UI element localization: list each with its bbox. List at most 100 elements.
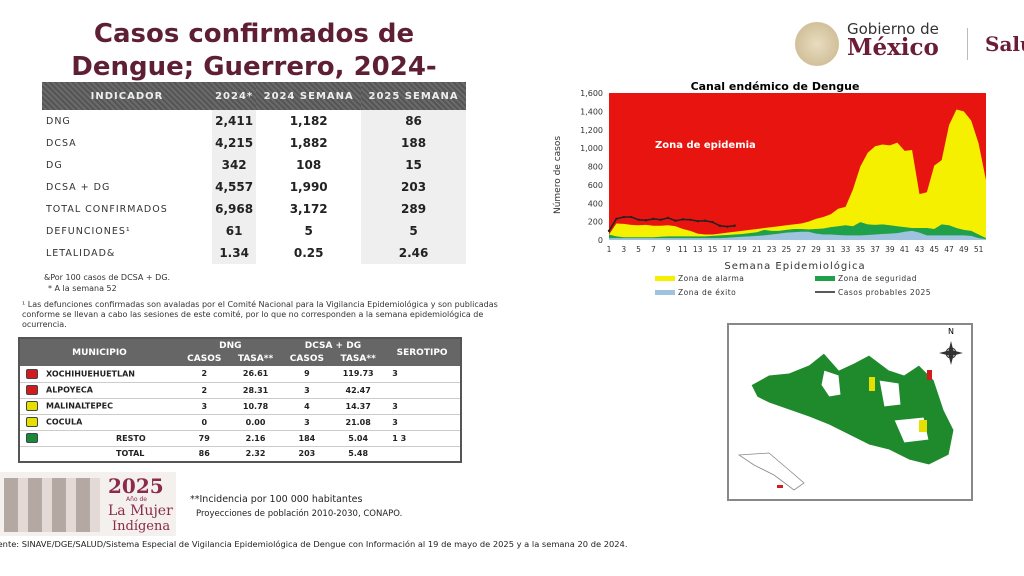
x-tick-label: 33 bbox=[841, 245, 851, 254]
casos-2025-point bbox=[637, 218, 640, 221]
col-2025-semana: 2025 SEMANA bbox=[361, 82, 466, 110]
indicator-value: 289 bbox=[361, 198, 466, 220]
col-dng: DNG bbox=[179, 338, 282, 352]
indicator-value: 4,215 bbox=[212, 132, 257, 154]
inset-guerrero bbox=[777, 485, 783, 488]
incidencia-note: **Incidencia por 100 000 habitantes bbox=[190, 494, 363, 505]
dng-tasa: 26.61 bbox=[229, 366, 282, 383]
casos-2025-point bbox=[689, 218, 692, 221]
y-tick-label: 0 bbox=[598, 236, 603, 245]
y-tick-label: 1,600 bbox=[580, 89, 603, 98]
indicator-value: 4,557 bbox=[212, 176, 257, 198]
dcsa-casos: 184 bbox=[281, 430, 333, 447]
municipio-row: COCULA 0 0.00 3 21.08 3 bbox=[19, 414, 461, 431]
col-serotipo: SEROTIPO bbox=[384, 338, 461, 366]
x-tick-label: 49 bbox=[959, 245, 969, 254]
casos-2025-line bbox=[608, 216, 735, 232]
zona-exito-area bbox=[609, 230, 986, 240]
indicator-value: 15 bbox=[361, 154, 466, 176]
casos-2025-point bbox=[607, 229, 611, 233]
y-tick-label: 1,000 bbox=[580, 144, 603, 153]
serotipo: 3 bbox=[384, 414, 461, 431]
dcsa-casos: 3 bbox=[281, 382, 333, 399]
indicator-value: 342 bbox=[212, 154, 257, 176]
municipio-row: RESTO 79 2.16 184 5.04 1 3 bbox=[19, 430, 461, 447]
indicator-label: LETALIDAD& bbox=[46, 247, 116, 259]
x-axis-label: Semana Epidemiológica bbox=[724, 260, 865, 272]
x-tick-label: 19 bbox=[737, 245, 747, 254]
indicator-value: 2.46 bbox=[361, 242, 466, 264]
white-region bbox=[878, 379, 902, 408]
col-indicador: INDICADOR bbox=[42, 82, 212, 110]
risk-color-swatch bbox=[26, 401, 38, 411]
municipio-cell: MALINALTEPEC bbox=[19, 398, 179, 415]
yellow-municipio bbox=[869, 377, 875, 391]
indicator-value: 108 bbox=[296, 158, 322, 172]
col-dng-tasa: TASA** bbox=[229, 352, 282, 366]
indicator-label: DEFUNCIONES¹ bbox=[46, 225, 131, 237]
dcsa-casos: 203 bbox=[281, 446, 333, 463]
north-label: N bbox=[948, 327, 954, 336]
indicator-row: DEFUNCIONES¹ 61 5 5 bbox=[42, 220, 466, 242]
dng-casos: 86 bbox=[179, 446, 230, 463]
col-dcsa-tasa: TASA** bbox=[332, 352, 385, 366]
casos-2025-point bbox=[674, 219, 677, 222]
chart-title: Canal endémico de Dengue bbox=[691, 80, 860, 93]
indicator-table: INDICADOR 2024* 2024 SEMANA 2025 SEMANA … bbox=[42, 82, 466, 264]
x-tick-label: 39 bbox=[885, 245, 895, 254]
endemic-channel-chart: Canal endémico de Dengue 0 200 400 600 800 1,… bbox=[553, 80, 986, 297]
legend-swatch bbox=[655, 276, 675, 281]
indicator-value: 2,411 bbox=[212, 110, 257, 132]
risk-color-swatch bbox=[26, 417, 38, 427]
dcsa-tasa: 5.48 bbox=[332, 446, 385, 463]
x-tick-label: 11 bbox=[678, 245, 688, 254]
y-tick-label: 400 bbox=[588, 199, 603, 208]
serotipo bbox=[384, 446, 461, 463]
yellow-municipio bbox=[919, 420, 927, 432]
casos-2025-point bbox=[696, 219, 699, 223]
dcsa-casos: 9 bbox=[281, 366, 333, 383]
indicator-label: DCSA bbox=[46, 137, 77, 149]
x-tick-label: 3 bbox=[621, 245, 626, 254]
legend-label: Zona de éxito bbox=[678, 288, 736, 297]
casos-2025-point bbox=[666, 216, 670, 220]
risk-color-swatch bbox=[26, 449, 38, 459]
white-region bbox=[820, 369, 842, 398]
dng-casos: 79 bbox=[179, 430, 230, 447]
gobierno-logo: Gobierno de México Salud bbox=[795, 18, 1024, 68]
casos-2025-point bbox=[615, 217, 618, 221]
y-tick-label: 600 bbox=[588, 181, 603, 190]
fuente-note: Fuente: SINAVE/DGE/SALUD/Sistema Especia… bbox=[0, 539, 628, 549]
x-tick-label: 17 bbox=[723, 245, 733, 254]
dcsa-casos: 4 bbox=[281, 398, 333, 415]
municipio-row: MALINALTEPEC 3 10.78 4 14.37 3 bbox=[19, 398, 461, 415]
dcsa-casos: 3 bbox=[281, 414, 333, 431]
risk-color-swatch bbox=[26, 433, 38, 443]
casos-2025-point bbox=[644, 219, 648, 222]
municipio-cell: COCULA bbox=[19, 414, 179, 431]
guerrero-state-shape bbox=[750, 352, 955, 466]
x-tick-label: 31 bbox=[826, 245, 836, 254]
municipio-name: RESTO bbox=[116, 433, 146, 443]
red-municipio bbox=[927, 370, 932, 380]
compass-icon bbox=[939, 341, 963, 365]
guerrero-map: N bbox=[727, 323, 973, 501]
x-tick-label: 37 bbox=[870, 245, 880, 254]
serotipo: 3 bbox=[384, 366, 461, 383]
dng-casos: 2 bbox=[179, 382, 230, 399]
dng-casos: 0 bbox=[179, 414, 230, 431]
serotipo bbox=[384, 382, 461, 399]
indicator-value: 1,990 bbox=[289, 180, 328, 194]
x-tick-label: 43 bbox=[915, 245, 925, 254]
indicator-row: DG 342 108 15 bbox=[42, 154, 466, 176]
chart-annotation: Zona de epidemia bbox=[655, 140, 756, 151]
municipio-row: TOTAL 86 2.32 203 5.48 bbox=[19, 446, 461, 463]
x-tick-label: 45 bbox=[929, 245, 939, 254]
gobierno-line1: Gobierno de bbox=[847, 20, 939, 38]
indicator-value: 203 bbox=[361, 176, 466, 198]
dng-tasa: 28.31 bbox=[229, 382, 282, 399]
municipio-name: ALPOYECA bbox=[46, 385, 93, 395]
defunciones-note: ¹ Las defunciones confirmadas son avalad… bbox=[22, 300, 498, 329]
indicator-value: 5 bbox=[361, 220, 466, 242]
legend-label: Zona de seguridad bbox=[838, 274, 917, 283]
